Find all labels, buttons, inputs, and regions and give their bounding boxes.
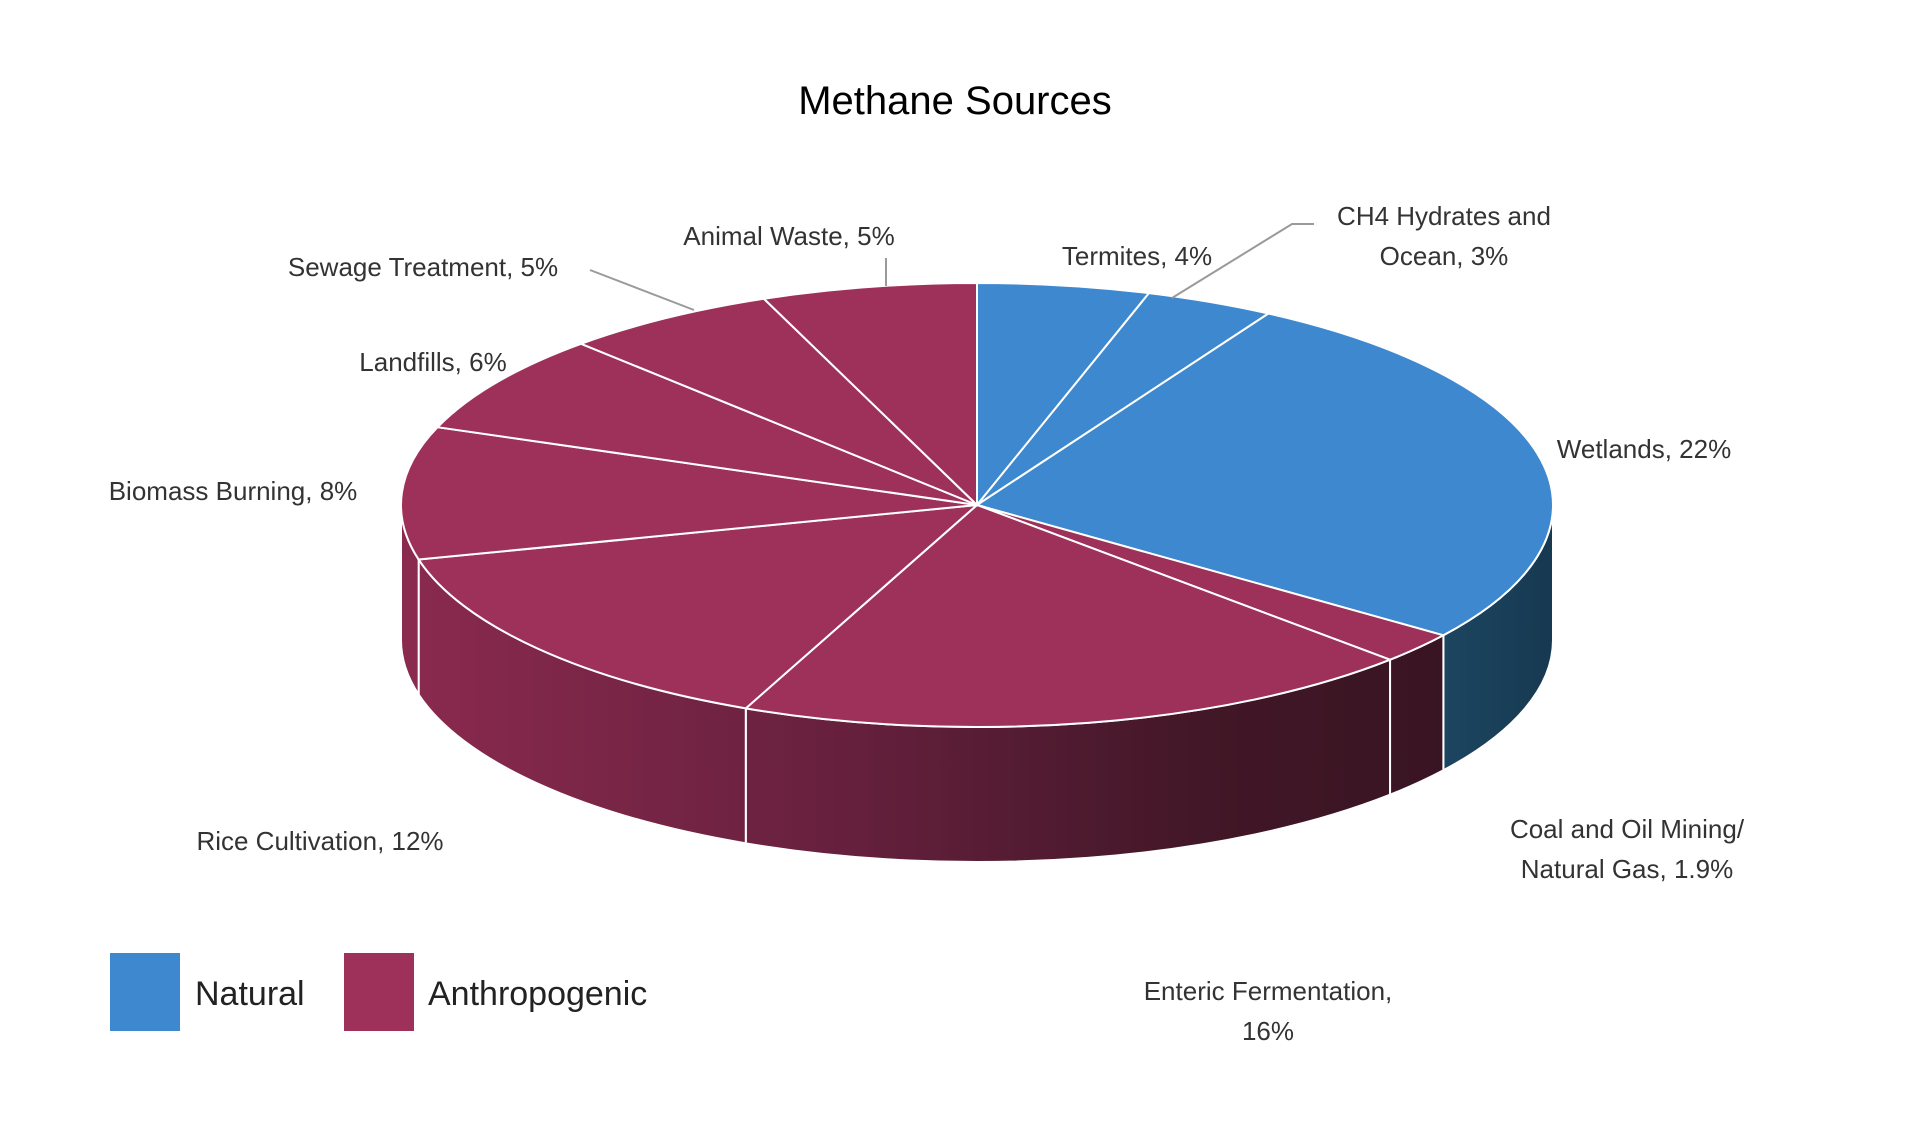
- data-label-biomass-burning-8: Biomass Burning, 8%: [109, 476, 358, 506]
- leader-lines: [589, 223, 1314, 311]
- chart-title: Methane Sources: [798, 79, 1112, 123]
- data-label-enteric-fermentation-16: Enteric Fermentation, 16%: [1144, 976, 1393, 1046]
- pie-slice-termites-4: [976, 282, 1150, 506]
- data-label-ch4-hydrates-and-ocean-3: CH4 Hydrates and Ocean, 3%: [1337, 201, 1551, 271]
- data-labels: Termites, 4% CH4 Hydrates and Ocean, 3% Wet…: [109, 201, 1745, 1046]
- pie-slices: [400, 282, 1554, 728]
- data-label-coal-and-oil-mining-natural-gas-1-9: Coal and Oil Mining/Natural Gas, 1.9%: [1510, 814, 1745, 884]
- data-label-landfills-6: Landfills, 6%: [359, 347, 506, 377]
- pie-side-walls: [400, 504, 1554, 863]
- legend-swatch-natural: [110, 953, 180, 1031]
- data-label-sewage-treatment-5: Sewage Treatment, 5%: [288, 252, 558, 282]
- data-label-animal-waste-5: Animal Waste, 5%: [683, 221, 894, 251]
- data-label-termites-4: Termites, 4%: [1062, 241, 1212, 271]
- data-label-rice-cultivation-12: Rice Cultivation, 12%: [196, 826, 443, 856]
- legend-label-natural: Natural: [195, 975, 305, 1013]
- legend-swatch-anthropogenic: [344, 953, 414, 1031]
- data-label-wetlands-22: Wetlands, 22%: [1557, 434, 1731, 464]
- pie-slice-sewage-treatment-5: [580, 297, 978, 506]
- pie-slice-landfills-6: [436, 342, 978, 506]
- legend-item-anthropogenic: Anthropogenic: [344, 953, 647, 1031]
- leader-line-sewage-treatment-5: [589, 269, 695, 311]
- pie-slice-biomass-burning-8: [400, 426, 978, 561]
- pie-slice-wetlands-22: [976, 312, 1554, 637]
- leader-line-ch4-hydrates-and-ocean-3: [1171, 223, 1314, 299]
- side-wall-coal-and-oil-mining-natural-gas-1-9: [1389, 634, 1445, 796]
- pie-slice-enteric-fermentation-16: [744, 504, 1392, 728]
- legend: Natural Anthropogenic: [110, 953, 647, 1031]
- legend-label-anthropogenic: Anthropogenic: [428, 975, 647, 1013]
- pie-slice-animal-waste-5: [762, 282, 978, 506]
- pie-slice-rice-cultivation-12: [417, 504, 978, 710]
- legend-item-natural: Natural: [110, 953, 305, 1031]
